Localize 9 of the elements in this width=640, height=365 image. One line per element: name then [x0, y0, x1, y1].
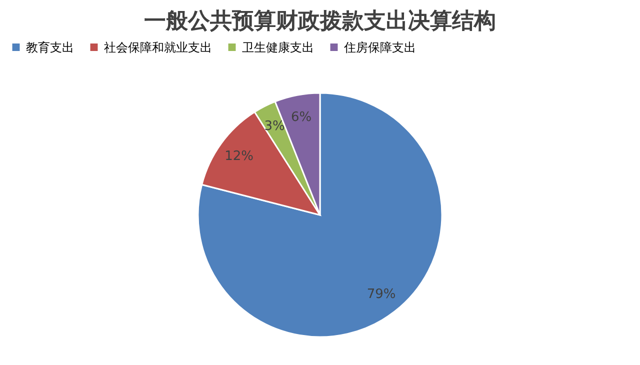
data-label: 79%: [366, 287, 396, 302]
pie-slice: [197, 92, 443, 338]
chart-title: 一般公共预算财政拨款支出决算结构: [144, 8, 496, 34]
data-label: 12%: [224, 149, 254, 164]
data-label: 6%: [290, 110, 312, 125]
legend-label: 教育支出: [26, 40, 74, 54]
legend-label: 住房保障支出: [343, 40, 416, 54]
legend-label: 卫生健康支出: [242, 40, 314, 54]
legend-label: 社会保障和就业支出: [104, 40, 212, 54]
